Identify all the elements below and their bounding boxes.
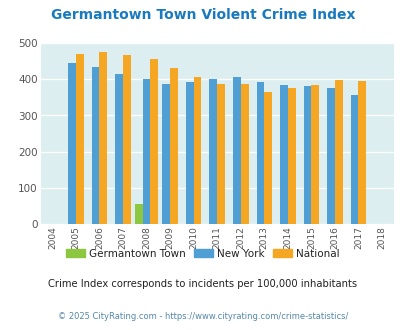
Bar <box>217 83 224 224</box>
Bar <box>115 75 123 224</box>
Bar <box>123 55 130 224</box>
Bar <box>170 68 177 224</box>
Bar <box>311 85 318 224</box>
Bar <box>264 91 271 224</box>
Bar <box>358 82 365 224</box>
Bar <box>99 52 107 224</box>
Legend: Germantown Town, New York, National: Germantown Town, New York, National <box>62 245 343 263</box>
Bar <box>68 63 76 224</box>
Text: Germantown Town Violent Crime Index: Germantown Town Violent Crime Index <box>51 8 354 22</box>
Bar <box>303 86 311 224</box>
Bar <box>92 67 99 224</box>
Bar <box>240 84 248 224</box>
Bar <box>185 82 193 224</box>
Bar <box>150 59 158 224</box>
Bar <box>193 77 201 224</box>
Bar <box>162 83 170 224</box>
Bar <box>142 79 150 224</box>
Bar <box>134 204 142 224</box>
Bar <box>256 82 264 224</box>
Text: Crime Index corresponds to incidents per 100,000 inhabitants: Crime Index corresponds to incidents per… <box>48 279 357 289</box>
Bar <box>334 80 342 224</box>
Bar <box>326 87 334 224</box>
Text: © 2025 CityRating.com - https://www.cityrating.com/crime-statistics/: © 2025 CityRating.com - https://www.city… <box>58 312 347 321</box>
Bar <box>209 79 217 224</box>
Bar <box>232 77 240 224</box>
Bar <box>279 85 287 224</box>
Bar <box>350 95 358 224</box>
Bar <box>76 54 83 224</box>
Bar <box>287 88 295 224</box>
